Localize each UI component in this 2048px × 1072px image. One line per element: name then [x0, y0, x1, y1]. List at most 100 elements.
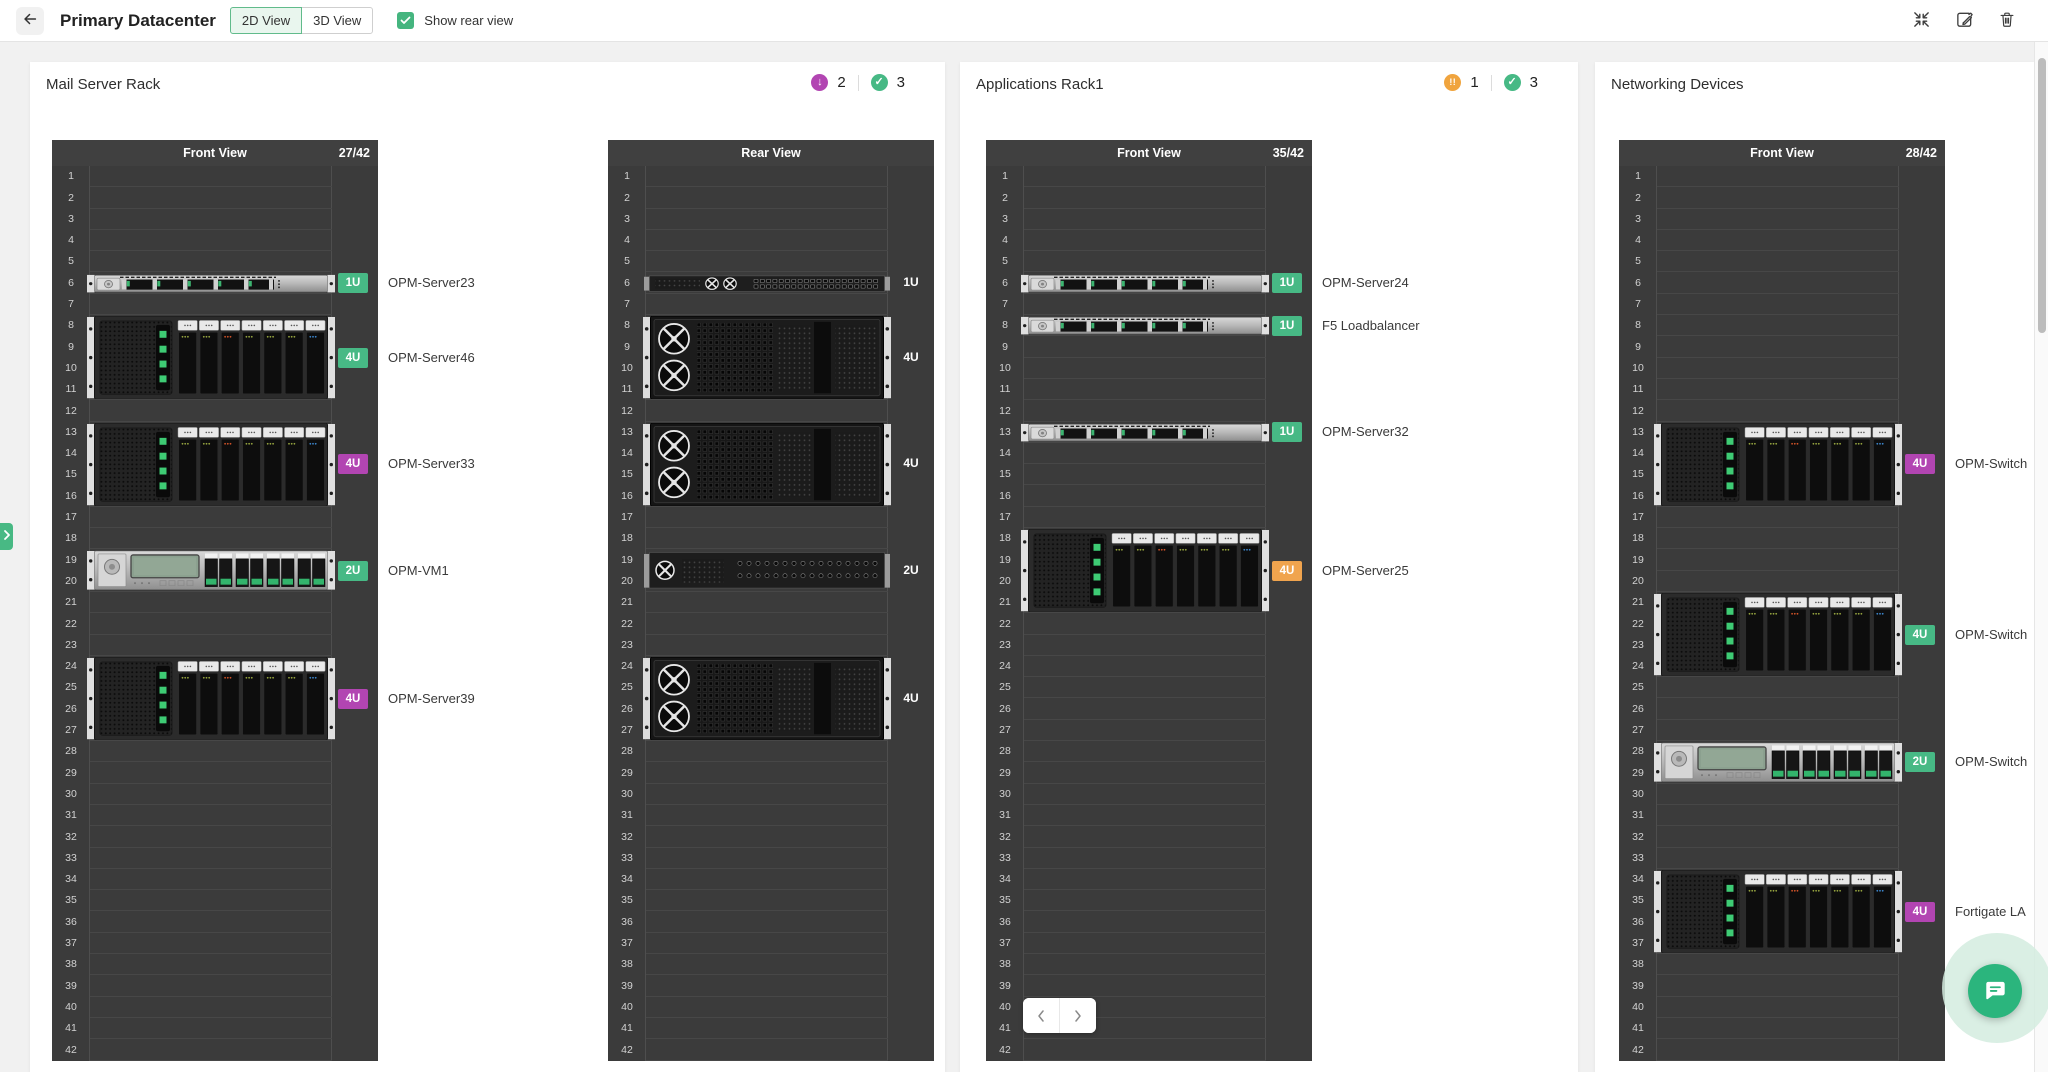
rack-unit-row [90, 400, 332, 422]
rack-unit-row [90, 528, 332, 550]
rack-unit-row [90, 486, 332, 507]
rack-unit-number: 3 [1002, 212, 1008, 225]
rack-device[interactable] [1653, 742, 1903, 783]
rack-device[interactable] [86, 316, 336, 400]
rack-unit-row [1024, 826, 1266, 848]
device-name[interactable]: OPM-VM1 [388, 562, 449, 578]
rack-unit-row [90, 273, 332, 294]
device-size-badge: 2U [1905, 752, 1935, 773]
rack-unit-number: 2 [68, 191, 74, 204]
rack-unit-number: 42 [999, 1043, 1011, 1056]
device-name[interactable]: Fortigate LA [1955, 903, 2026, 919]
delete-button[interactable] [1996, 8, 2018, 34]
rack-device[interactable] [642, 274, 892, 293]
rack-unit-row [90, 592, 332, 614]
rack-unit-row [1657, 699, 1899, 720]
rack-unit-number: 13 [65, 425, 77, 438]
rack-unit-number: 35 [1632, 894, 1644, 907]
rack-unit-number: 8 [624, 319, 630, 332]
rack-device[interactable] [642, 550, 892, 591]
rack-unit-number: 24 [65, 660, 77, 673]
device-name[interactable]: F5 Loadbalancer [1322, 317, 1420, 333]
rack-view: Front View 27/42 1 2 3 4 5 6 7 8 9 10 11 12 13 14 15 16 17… [52, 140, 475, 1061]
device-name[interactable]: OPM-Switch [1955, 626, 2028, 642]
rack-unit-row [646, 1018, 888, 1040]
rack-device[interactable] [642, 422, 892, 506]
rack-device[interactable] [86, 550, 336, 591]
device-name[interactable]: OPM-Server25 [1322, 562, 1409, 578]
pagination-next-button[interactable] [1060, 998, 1096, 1033]
rack-unit-number: 8 [68, 319, 74, 332]
rack-unit-number: 32 [1632, 830, 1644, 843]
rack-unit-number: 15 [999, 468, 1011, 481]
rack-device[interactable] [642, 656, 892, 741]
rack-device[interactable] [1020, 423, 1270, 442]
device-name[interactable]: OPM-Server32 [1322, 424, 1409, 440]
scrollbar-thumb[interactable] [2038, 58, 2046, 333]
collapse-view-button[interactable] [1910, 8, 1933, 34]
status-count: 1 [1470, 74, 1479, 91]
rack-unit-number: 5 [1635, 255, 1641, 268]
rack-unit-row [90, 762, 332, 784]
device-name[interactable]: OPM-Server33 [388, 456, 475, 472]
rack-device[interactable] [642, 316, 892, 400]
device-name[interactable]: OPM-Server23 [388, 275, 475, 291]
device-size-label: 2U [903, 562, 919, 577]
rack-unit-row [1024, 464, 1266, 486]
rack-unit-numbers: 1 2 3 4 5 6 7 8 9 10 11 12 13 14 15 16 17 18 19 20 21 22 23 24 2… [52, 166, 90, 1061]
rack-unit-row [1657, 954, 1899, 976]
chat-button[interactable] [1968, 964, 2022, 1018]
rack-device[interactable] [1653, 422, 1903, 506]
rack-unit-number: 21 [621, 596, 633, 609]
device-name[interactable]: OPM-Server24 [1322, 275, 1409, 291]
rack-unit-number: 9 [68, 340, 74, 353]
device-name[interactable]: OPM-Switch [1955, 456, 2028, 472]
rack-unit-number: 27 [621, 724, 633, 736]
rack-unit-row [90, 166, 332, 188]
rack-view-header: Front View 35/42 [986, 140, 1312, 166]
tab-3d-view[interactable]: 3D View [301, 7, 374, 34]
rack-unit-number: 9 [1635, 340, 1641, 353]
status-count: 3 [896, 74, 905, 91]
device-name[interactable]: OPM-Switch [1955, 754, 2028, 770]
rack-unit-row [1657, 1039, 1899, 1061]
collapse-arrows-icon [1912, 10, 1931, 32]
rack-unit-number: 19 [1632, 553, 1644, 566]
rack-unit-number: 6 [624, 276, 630, 289]
back-button[interactable] [16, 6, 44, 35]
rack-device[interactable] [86, 274, 336, 293]
device-name[interactable]: OPM-Server46 [388, 349, 475, 365]
rack-device[interactable] [1020, 316, 1270, 335]
rack-unit-number: 35 [621, 894, 633, 907]
show-rear-view-checkbox[interactable] [397, 12, 415, 29]
rack-device[interactable] [86, 422, 336, 506]
rack-unit-number: 3 [1635, 212, 1641, 225]
rack-unit-number: 3 [68, 212, 74, 225]
rack-unit-row [90, 741, 332, 763]
rack-unit-number: 16 [1632, 489, 1644, 502]
rack-unit-row [1657, 549, 1899, 571]
rack-unit-row [646, 1039, 888, 1061]
rack-unit-number: 2 [1635, 191, 1641, 204]
drawer-expand-tab[interactable] [0, 523, 13, 550]
rack-unit-row [1657, 571, 1899, 592]
rack-unit-row [1657, 379, 1899, 401]
pagination-prev-button[interactable] [1023, 998, 1059, 1033]
rack-device[interactable] [1653, 593, 1903, 677]
tab-2d-view[interactable]: 2D View [229, 7, 303, 34]
rack-unit-number: 17 [999, 511, 1011, 523]
rack-unit-row [1657, 784, 1899, 805]
rack-device[interactable] [86, 656, 336, 741]
device-name[interactable]: OPM-Server39 [388, 690, 475, 706]
edit-button[interactable] [1953, 8, 1976, 34]
rack-panel: Mail Server Rack ↓ 2 ✓ 3 Front View 27/42 1 2 3 4 5… [30, 62, 945, 1072]
rack-device[interactable] [1020, 529, 1270, 613]
rack-unit-number: 7 [624, 298, 630, 310]
vertical-scrollbar[interactable] [2034, 42, 2048, 1072]
rack-unit-number: 36 [1632, 915, 1644, 928]
rack-unit-row [1657, 933, 1899, 955]
rack-device[interactable] [1653, 869, 1903, 954]
rack-device[interactable] [1020, 274, 1270, 293]
rack-grid: 1 2 3 4 5 6 7 8 9 10 11 12 13 14 15 16 17 18 19 20 21 22 23 24 2… [52, 166, 475, 1061]
rack-unit-number: 36 [65, 915, 77, 928]
